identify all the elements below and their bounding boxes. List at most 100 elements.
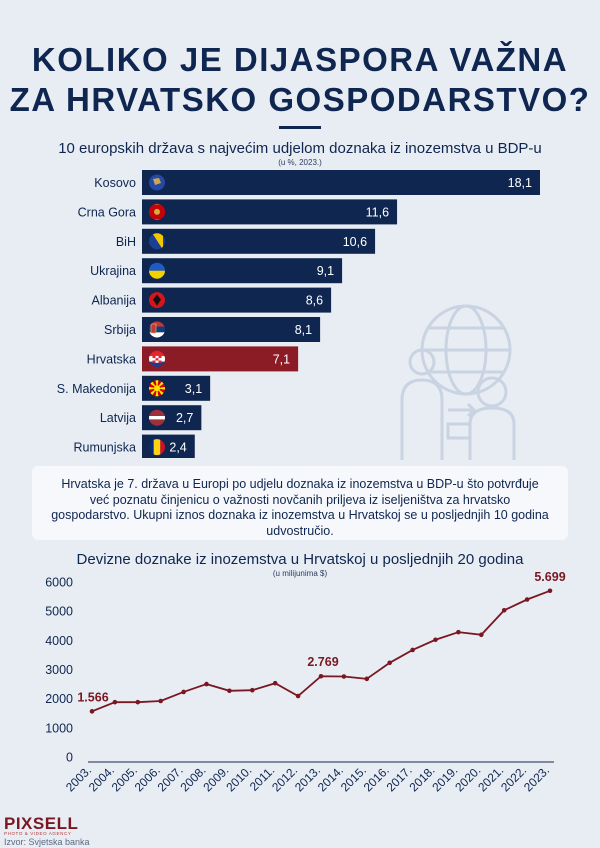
data-point <box>250 687 255 693</box>
line-chart-title: Devizne doznake iz inozemstva u Hrvatsko… <box>76 551 524 568</box>
value-label: 10,6 <box>343 235 367 249</box>
data-point <box>181 689 186 695</box>
x-tick-label: 2003. <box>63 763 94 794</box>
bar-row: Hrvatska 7,1 <box>87 346 299 372</box>
bar-row: Crna Gora 11,6 <box>78 199 398 225</box>
data-point <box>227 688 232 694</box>
category-label: Kosovo <box>94 176 136 190</box>
data-point <box>158 698 163 704</box>
bar <box>142 199 398 225</box>
x-tick-label: 2021. <box>475 763 506 794</box>
category-label: S. Makedonija <box>57 382 136 396</box>
category-label: Srbija <box>104 323 136 337</box>
category-label: Hrvatska <box>87 352 136 366</box>
line-chart: 0 1000 2000 3000 4000 5000 6000 2003.2004.2005.… <box>45 570 566 794</box>
data-point <box>295 693 301 699</box>
data-point <box>204 681 209 687</box>
x-tick-label: 2006. <box>132 763 163 794</box>
x-tick-label: 2009. <box>200 763 231 794</box>
data-point <box>479 632 484 638</box>
bar <box>142 228 376 254</box>
page-title: KOLIKO JE DIJASPORA VAŽNA ZA HRVATSKO GO… <box>0 40 600 120</box>
logo-subtitle: PHOTO & VIDEO AGENCY <box>4 831 72 836</box>
data-point <box>387 660 393 666</box>
bar-row: Kosovo 18,1 <box>94 170 540 195</box>
series-line <box>91 589 551 713</box>
data-point <box>341 674 347 679</box>
data-point <box>524 597 530 602</box>
bar <box>142 258 343 284</box>
category-label: Crna Gora <box>78 205 136 219</box>
data-point <box>318 673 324 679</box>
x-tick-label: 2015. <box>338 763 369 794</box>
source-note: Izvor: Svjetska banka <box>4 837 90 847</box>
y-tick-label: 4000 <box>45 634 73 648</box>
flag-albania-icon <box>149 292 165 309</box>
bar <box>142 346 299 372</box>
bar-chart-subtitle: (u %, 2023.) <box>278 158 322 167</box>
category-label: Ukrajina <box>90 264 136 278</box>
x-tick-label: 2017. <box>384 763 415 794</box>
line-chart-subtitle: (u milijunima $) <box>272 569 328 578</box>
data-point <box>89 709 95 714</box>
x-tick-label: 2005. <box>109 763 140 794</box>
value-label: 8,1 <box>295 323 312 337</box>
bar-chart: Kosovo 18,1 Crna Gora 11,6 BiH 10,6 Ukrajina 9,… <box>57 170 540 458</box>
data-point <box>501 607 507 613</box>
bar-row: Albanija 8,6 <box>92 287 332 313</box>
x-tick-label: 2010. <box>223 763 254 794</box>
category-label: Latvija <box>100 411 136 425</box>
bar <box>142 170 540 195</box>
flag-croatia-icon <box>149 350 165 367</box>
annotation-label: 2.769 <box>307 655 338 669</box>
bar-row: S. Makedonija 3,1 <box>57 375 211 401</box>
data-point <box>410 647 415 653</box>
y-tick-label: 2000 <box>45 692 73 706</box>
title-line-1: KOLIKO JE DIJASPORA VAŽNA <box>31 41 569 78</box>
value-label: 8,6 <box>306 294 323 308</box>
logo: PIXSELL <box>4 814 79 833</box>
bar-row: Latvija 2,7 <box>100 405 202 431</box>
x-tick-label: 2012. <box>269 763 300 794</box>
data-point <box>112 699 118 705</box>
value-label: 3,1 <box>185 382 202 396</box>
value-label: 9,1 <box>317 264 334 278</box>
data-point <box>456 629 461 635</box>
x-tick-label: 2023. <box>521 763 552 794</box>
value-label: 2,7 <box>176 411 193 425</box>
y-tick-label: 5000 <box>45 605 73 619</box>
bar <box>142 287 332 313</box>
bar-row: Srbija 8,1 <box>104 317 321 342</box>
flag-montenegro-icon <box>149 203 165 220</box>
value-label: 7,1 <box>273 352 290 366</box>
category-label: Rumunjska <box>73 441 136 455</box>
x-tick-label: 2016. <box>361 763 392 794</box>
x-tick-label: 2004. <box>86 763 117 794</box>
bar-row: BiH 10,6 <box>116 228 376 254</box>
y-tick-label: 0 <box>66 751 73 765</box>
category-label: Albanija <box>92 294 137 308</box>
flag-kosovo-icon <box>149 174 165 191</box>
x-tick-label: 2022. <box>498 763 529 794</box>
title-line-2: ZA HRVATSKO GOSPODARSTVO? <box>9 81 591 118</box>
bar-row: Rumunjska 2,4 <box>73 434 195 458</box>
y-tick-label: 3000 <box>45 663 73 677</box>
data-point <box>433 637 438 643</box>
x-tick-label: 2013. <box>292 763 323 794</box>
x-tick-label: 2007. <box>155 763 186 794</box>
flag-latvia-icon <box>149 409 165 426</box>
x-tick-label: 2019. <box>429 763 460 794</box>
x-tick-label: 2020. <box>452 763 483 794</box>
people-globe-icon <box>400 304 516 460</box>
y-tick-label: 6000 <box>45 576 73 590</box>
annotation-label: 1.566 <box>77 690 108 704</box>
info-note: Hrvatska je 7. država u Europi po udjelu… <box>32 466 568 540</box>
data-point <box>547 588 553 594</box>
x-tick-label: 2014. <box>315 763 346 794</box>
annotation-label: 5.699 <box>534 570 565 584</box>
bar <box>142 317 321 342</box>
category-label: BiH <box>116 235 136 249</box>
data-point <box>364 676 370 682</box>
x-tick-label: 2018. <box>406 763 437 794</box>
flag-serbia-icon <box>149 321 165 338</box>
